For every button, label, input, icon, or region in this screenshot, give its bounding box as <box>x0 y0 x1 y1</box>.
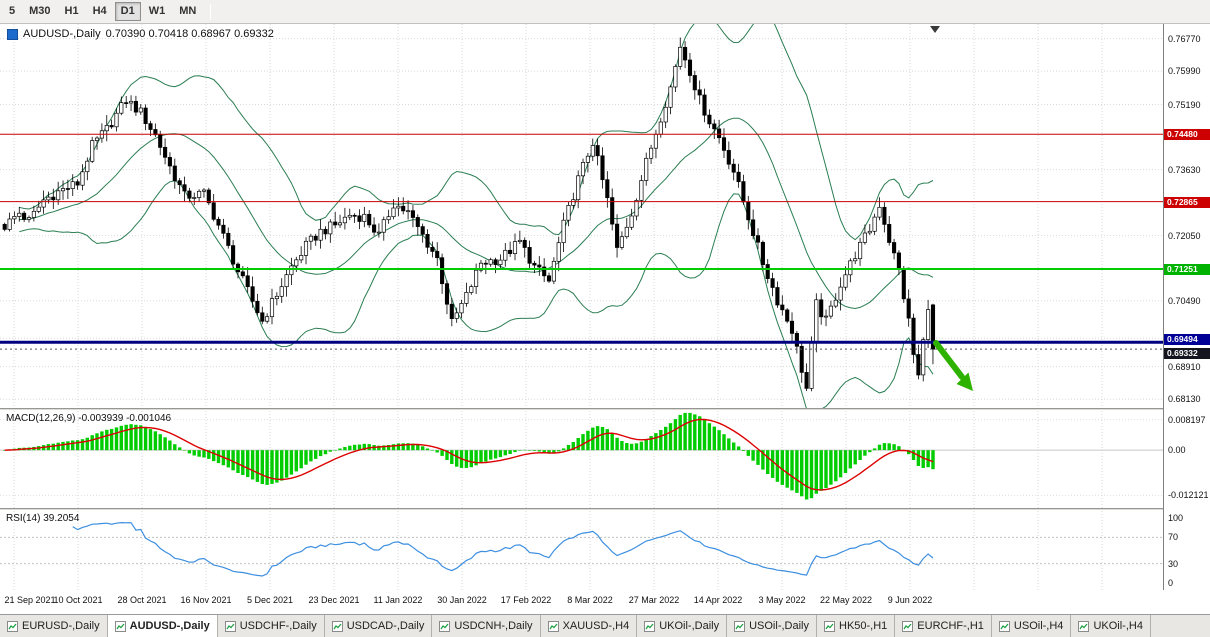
rsi-chart[interactable] <box>0 511 1163 590</box>
date-axis-label: 16 Nov 2021 <box>180 595 232 605</box>
rsi-axis-tick: 70 <box>1168 532 1179 543</box>
price-axis-tick: 0.72050 <box>1168 230 1201 241</box>
chart-tab-ukoil-h4[interactable]: UKOil-,H4 <box>1071 615 1151 637</box>
timeframe-button-d1[interactable]: D1 <box>114 2 141 21</box>
price-level-badge: 0.74480 <box>1164 129 1210 141</box>
price-level-badge: 0.71251 <box>1164 264 1210 275</box>
timeframe-bar: 5 M30 H1 H4 D1 W1 MN <box>0 0 1210 24</box>
chart-tab-icon <box>439 620 451 632</box>
toolbar-separator <box>210 3 212 20</box>
rsi-axis-tick: 30 <box>1168 558 1179 569</box>
panel-splitter-macd[interactable] <box>0 408 1210 411</box>
price-level-badge: 0.72865 <box>1164 196 1210 208</box>
chart-tab-label: USDCHF-,Daily <box>239 620 317 632</box>
chart-tab-usdchf-daily[interactable]: USDCHF-,Daily <box>217 615 325 637</box>
chart-tab-icon <box>547 620 559 632</box>
date-axis-label: 28 Oct 2021 <box>117 595 167 605</box>
candlestick-chart[interactable] <box>0 24 1163 408</box>
chart-tab-eurchf-h1[interactable]: EURCHF-,H1 <box>895 615 992 637</box>
price-axis-tick: 0.68910 <box>1168 361 1201 372</box>
price-axis-tick: 0.68130 <box>1168 394 1201 405</box>
rsi-axis-tick: 0 <box>1168 578 1174 589</box>
price-axis-tick: 0.75990 <box>1168 66 1201 77</box>
date-axis-label: 22 May 2022 <box>819 595 873 605</box>
rsi-panel: RSI(14) 39.2054 <box>0 511 1163 590</box>
chart-tab-icon <box>644 620 656 632</box>
date-axis-label: 3 May 2022 <box>758 595 806 605</box>
price-axis[interactable]: 0.76770 0.75990 0.75190 0.73630 0.72050 0.704… <box>1163 24 1210 590</box>
chart-tab-eurusd-daily[interactable]: EURUSD-,Daily <box>0 615 108 637</box>
chart-tab-usdcnh-daily[interactable]: USDCNH-,Daily <box>432 615 541 637</box>
price-axis-tick: 0.76770 <box>1168 33 1201 44</box>
chart-tab-label: USDCNH-,Daily <box>454 620 533 632</box>
time-axis[interactable]: 21 Sep 2021 10 Oct 2021 28 Oct 2021 16 Nov … <box>0 590 1163 614</box>
chart-tab-icon <box>224 620 236 632</box>
chart-tab-icon <box>902 620 914 632</box>
timeframe-button-5[interactable]: 5 <box>9 5 16 17</box>
chart-tab-ukoil-daily[interactable]: UKOil-,Daily <box>637 615 728 637</box>
macd-axis-tick: -0.012121 <box>1168 490 1209 501</box>
date-axis-label: 9 Jun 2022 <box>887 595 933 605</box>
chart-tab-label: UKOil-,Daily <box>659 620 720 632</box>
chart-tab-icon <box>998 620 1010 632</box>
chart-tab-usoil-h4[interactable]: USOil-,H4 <box>991 615 1072 637</box>
date-axis-label: 27 Mar 2022 <box>628 595 680 605</box>
chart-tab-hk50-h1[interactable]: HK50-,H1 <box>817 615 896 637</box>
chart-tab-audusd-daily[interactable]: AUDUSD-,Daily <box>107 615 218 637</box>
macd-chart[interactable] <box>0 411 1163 508</box>
chart-tab-icon <box>734 620 746 632</box>
date-axis-label: 30 Jan 2022 <box>437 595 487 605</box>
date-axis-label: 8 Mar 2022 <box>567 595 613 605</box>
date-axis-label: 10 Oct 2021 <box>53 595 103 605</box>
chart-tab-icon <box>824 620 835 632</box>
chart-tabs-bar: EURUSD-,Daily AUDUSD-,Daily USDCHF-,Daily U… <box>0 614 1210 637</box>
date-axis-label: 11 Jan 2022 <box>373 595 423 605</box>
price-axis-tick: 0.75190 <box>1168 99 1201 110</box>
chart-tab-label: USDCAD-,Daily <box>346 620 425 632</box>
chart-tab-icon <box>7 620 18 632</box>
chart-tab-label: HK50-,H1 <box>839 620 888 632</box>
price-axis-tick: 0.70490 <box>1168 295 1201 306</box>
main-chart-panel: AUDUSD-,Daily 0.70390 0.70418 0.68967 0.… <box>0 24 1163 408</box>
price-level-badge: 0.69494 <box>1164 334 1210 346</box>
chart-tab-xauusd-h4[interactable]: XAUUSD-,H4 <box>540 615 638 637</box>
timeframe-button-w1[interactable]: W1 <box>148 5 166 17</box>
timeframe-button-h1[interactable]: H1 <box>64 5 79 17</box>
chart-tab-label: UKOil-,H4 <box>1093 620 1143 632</box>
chart-tab-label: EURUSD-,Daily <box>22 620 100 632</box>
chart-tab-label: XAUUSD-,H4 <box>562 620 630 632</box>
chart-tab-usdcad-daily[interactable]: USDCAD-,Daily <box>324 615 433 637</box>
price-axis-tick: 0.73630 <box>1168 164 1201 175</box>
macd-axis-tick: 0.00 <box>1168 445 1186 456</box>
chart-tab-icon <box>331 620 343 632</box>
date-axis-label: 21 Sep 2021 <box>4 595 56 605</box>
chart-tab-label: EURCHF-,H1 <box>917 620 984 632</box>
chart-tab-usoil-daily[interactable]: USOil-,Daily <box>727 615 817 637</box>
chart-tab-label: AUDUSD-,Daily <box>129 620 210 632</box>
timeframe-button-m30[interactable]: M30 <box>29 5 51 17</box>
timeframe-button-h4[interactable]: H4 <box>92 5 107 17</box>
macd-panel: MACD(12,26,9) -0.003939 -0.001046 <box>0 411 1163 508</box>
chart-tab-label: USOil-,H4 <box>1013 620 1064 632</box>
chart-tab-label: USOil-,Daily <box>749 620 809 632</box>
sell-arrow-annotation[interactable] <box>933 340 973 391</box>
bar-shift-marker <box>930 26 940 33</box>
timeframe-button-mn[interactable]: MN <box>179 5 197 17</box>
macd-axis-tick: 0.008197 <box>1168 414 1206 425</box>
price-level-badge: 0.69332 <box>1164 348 1210 360</box>
date-axis-label: 17 Feb 2022 <box>500 595 552 605</box>
date-axis-label: 5 Dec 2021 <box>246 595 294 605</box>
rsi-axis-tick: 100 <box>1168 512 1184 523</box>
chart-tab-icon <box>1078 620 1090 632</box>
date-axis-label: 14 Apr 2022 <box>693 595 743 605</box>
panel-splitter-rsi[interactable] <box>0 508 1210 511</box>
chart-tab-icon <box>114 620 126 632</box>
date-axis-label: 23 Dec 2021 <box>308 595 360 605</box>
